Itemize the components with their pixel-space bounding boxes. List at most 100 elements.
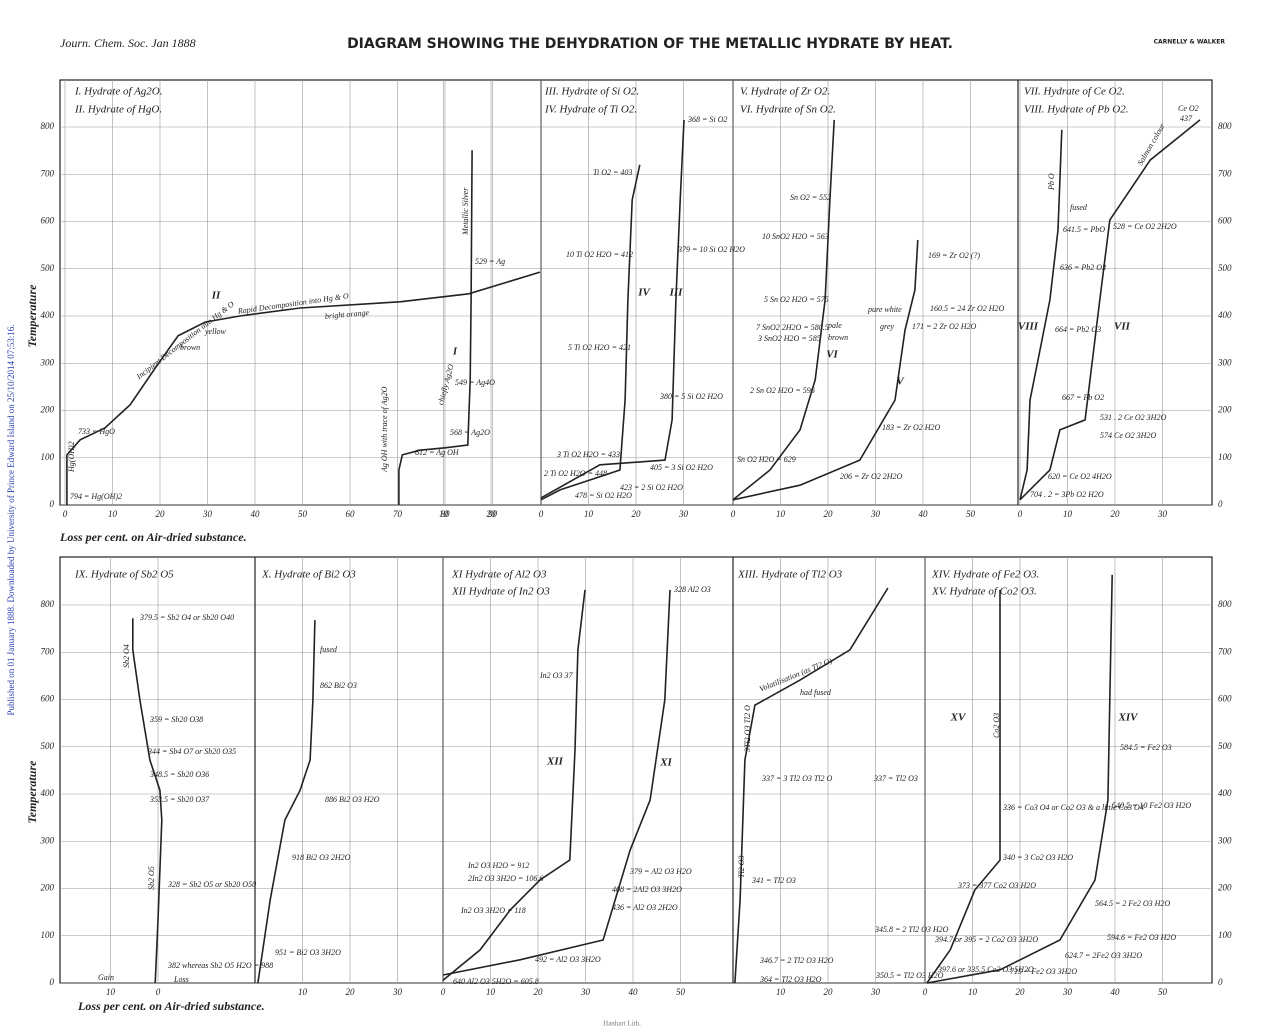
panel-title: V. Hydrate of Zr O2.: [740, 86, 830, 98]
annotation: 624.7 = 2Fe2 O3 3H2O: [1065, 951, 1142, 960]
annotation: 531 . 2 Ce O2 3H2O: [1100, 413, 1166, 422]
annotation: 379 = Al2 O3 H2O: [629, 867, 692, 876]
x-tick-label: 20: [824, 509, 834, 519]
x-tick-label: 70: [393, 509, 403, 519]
annotation: Incipient Decomposition into Hg & O: [134, 299, 236, 381]
x-tick-label: 0: [731, 509, 736, 519]
x-tick-label: 10: [486, 987, 496, 997]
y-tick-label: 300: [40, 357, 55, 367]
x-tick-label: 50: [1158, 987, 1168, 997]
y-tick-label: 500: [41, 741, 55, 751]
x-tick-label: 20: [1016, 987, 1026, 997]
annotation: 2 Ti O2 H2O = 448: [544, 469, 607, 478]
annotation: Metallic Silver: [461, 187, 470, 236]
annotation: 397.6 or 335.5 Co2 O3 5H2O: [937, 965, 1034, 974]
panel-title: XIII. Hydrate of Tl2 O3: [737, 569, 843, 581]
dehydration-curve: [732, 239, 919, 501]
annotation: 3Tl2 O3 Tl2 O: [743, 705, 752, 753]
annotation: 492 = Al2 O3 3H2O: [535, 955, 601, 964]
x-tick-label: 60: [346, 509, 356, 519]
annotation: bright orange: [325, 308, 370, 321]
annotation: 379 = 10 Si O2 H2O: [677, 245, 745, 254]
annotation: 10 SnO2 H2O = 563: [762, 232, 829, 241]
curve-label: VI: [826, 349, 838, 361]
annotation: 564.5 = 2 Fe2 O3 H2O: [1095, 899, 1170, 908]
annotation: Sn O2 = 552: [790, 193, 831, 202]
panel-title: II. Hydrate of HgO.: [74, 104, 162, 116]
annotation: In2 O3 37: [539, 671, 573, 680]
annotation: 5 Sn O2 H2O = 575: [764, 295, 829, 304]
panel-title: IV. Hydrate of Ti O2.: [544, 104, 637, 116]
x-tick-label: 0: [1018, 509, 1023, 519]
y-tick-label: 100: [41, 452, 55, 462]
annotation: Co2 O3: [992, 713, 1001, 738]
annotation: 620 = Ce O2 4H2O: [1048, 472, 1112, 481]
curve-label: V: [896, 376, 905, 388]
x-tick-label: 50: [298, 509, 308, 519]
annotation: 5 Ti O2 H2O = 421: [568, 343, 631, 352]
panel-title: I. Hydrate of Ag2O.: [74, 86, 162, 98]
annotation: brown: [828, 333, 848, 342]
y-tick-label: 800: [1218, 599, 1232, 609]
dehydration-curve: [442, 589, 671, 976]
y-tick-label: 100: [1218, 452, 1232, 462]
annotation: 794 = Hg(OH)2: [70, 492, 122, 501]
annotation: 7 SnO2 2H2O = 580.5: [756, 323, 829, 332]
curve-label: XIV: [1118, 712, 1140, 724]
y-tick-label: 800: [41, 121, 55, 131]
x-tick-label: 40: [629, 987, 639, 997]
curve-label: IV: [637, 287, 651, 299]
panel-title: VII. Hydrate of Ce O2.: [1024, 86, 1125, 98]
x-tick-label: 50: [676, 987, 686, 997]
annotation: 594.6 = Fe2 O3 H2O: [1107, 933, 1176, 942]
x-tick-label: 10: [439, 509, 449, 519]
annotation: 423 = 2 Si O2 H2O: [620, 483, 683, 492]
dehydration-curve: [132, 618, 163, 984]
annotation: 704 . 2 = 3Pb O2 H2O: [1030, 490, 1104, 499]
annotation: In2 O3 H2O = 912: [467, 861, 529, 870]
panel-title: XII Hydrate of In2 O3: [451, 586, 550, 598]
dehydration-curve: [926, 589, 1001, 984]
dehydration-curve: [1019, 119, 1201, 501]
y-tick-label: 500: [41, 263, 55, 273]
panel-title: III. Hydrate of Si O2.: [544, 86, 639, 98]
curve-label: III: [669, 287, 684, 299]
x-tick-label: 20: [156, 509, 166, 519]
x-tick-label: 0: [63, 509, 68, 519]
x-tick-label: 0: [156, 987, 161, 997]
curve-label: XI: [659, 757, 672, 769]
annotation: 345.8 = 2 Tl2 O3 H2O: [874, 925, 949, 934]
annotation: 169 = Zr O2 (?): [928, 251, 980, 260]
x-tick-label: 20: [534, 987, 544, 997]
x-tick-label: 40: [251, 509, 261, 519]
panel-title: XI Hydrate of Al2 O3: [451, 569, 547, 581]
annotation: 951 = Bi2 O3 3H2O: [275, 948, 341, 957]
annotation: Sn O2 H2O = 629: [737, 455, 796, 464]
x-tick-label: 20: [487, 509, 497, 519]
dehydration-curve: [442, 589, 586, 981]
y-tick-label: 400: [1218, 310, 1232, 320]
annotation: Loss: [173, 975, 189, 984]
annotation: In2 O3 3H2O = 118: [460, 906, 526, 915]
curve-label: VIII: [1018, 321, 1039, 333]
curve-label: II: [211, 290, 221, 302]
annotation: pure white: [867, 305, 902, 314]
annotation: 568 = Ag2O: [450, 428, 490, 437]
x-tick-label: 20: [1111, 509, 1121, 519]
y-tick-label: 200: [41, 883, 55, 893]
x-tick-label: 10: [776, 509, 786, 519]
annotation: 344 = Sb4 O7 or Sb20 O35: [147, 747, 236, 756]
dehydration-curve: [66, 271, 541, 505]
annotation: 2In2 O3 3H2O = 106.6: [468, 874, 543, 883]
annotation: grey: [880, 322, 894, 331]
y-tick-label: 700: [1218, 646, 1232, 656]
annotation: 667 = Pb O2: [1062, 393, 1104, 402]
annotation: 341 = Tl2 O3: [751, 876, 796, 885]
curve-label: XV: [950, 712, 967, 724]
y-tick-label: 600: [1218, 694, 1232, 704]
y-tick-label: 0: [50, 977, 55, 987]
curve-label: I: [452, 346, 458, 358]
x-axis-label: Loss per cent. on Air-dried substance.: [59, 530, 247, 544]
annotation: 733 = HgO: [78, 427, 115, 436]
